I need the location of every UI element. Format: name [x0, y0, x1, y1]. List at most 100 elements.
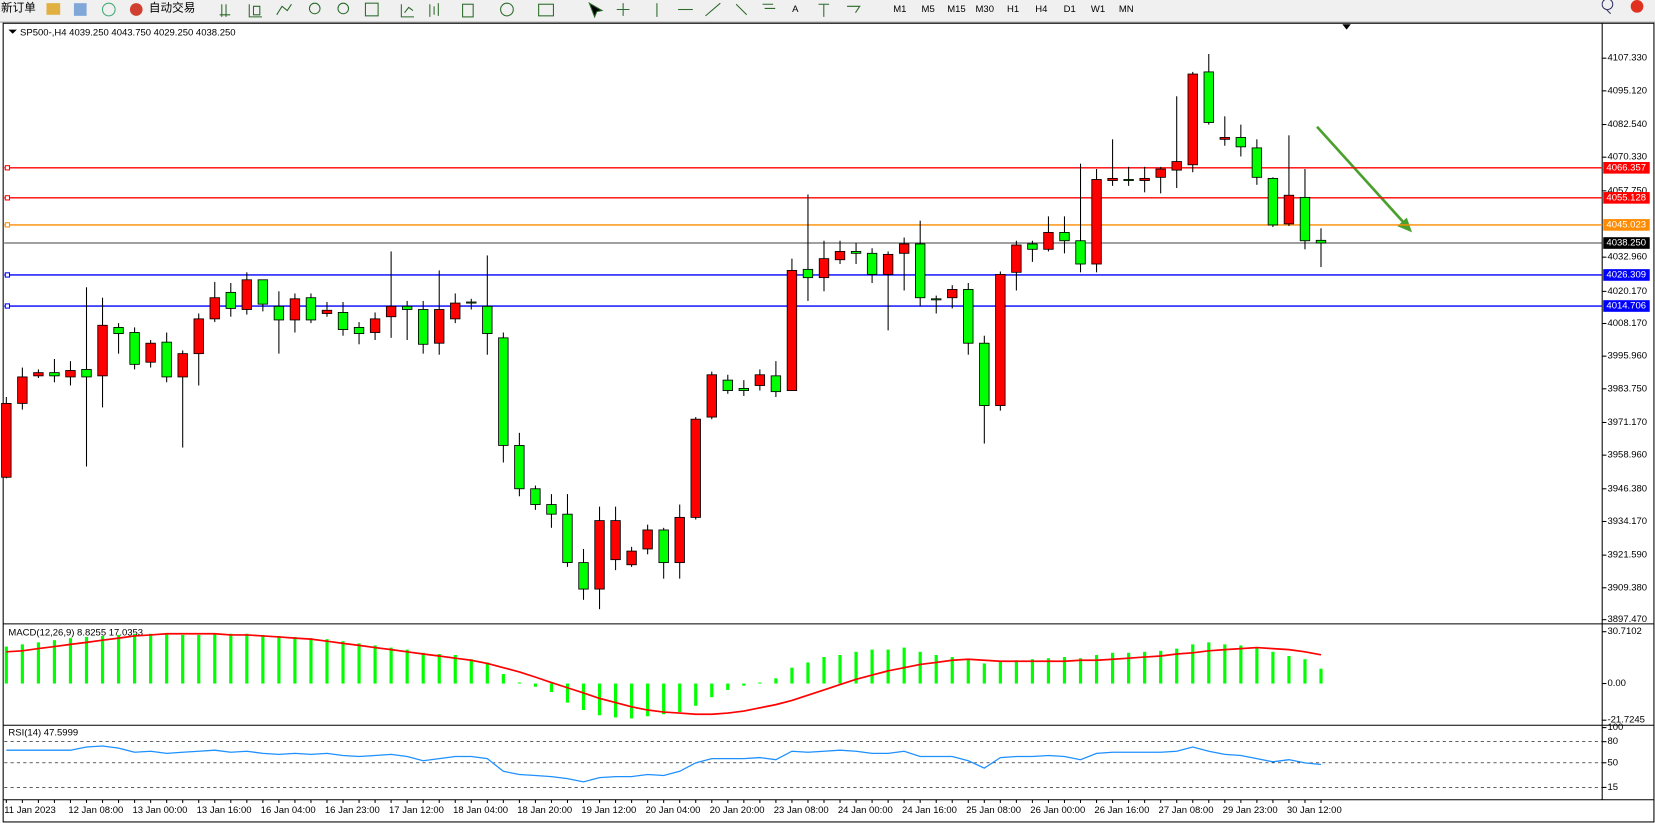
candle-body [786, 270, 798, 391]
x-tick-label: 26 Jan 16:00 [1094, 805, 1149, 816]
x-tick-label: 30 Jan 12:00 [1287, 805, 1342, 816]
search-icon[interactable] [1601, 0, 1614, 15]
macd-bar [966, 659, 970, 684]
candle-body [963, 289, 974, 344]
text-tool[interactable]: A [792, 4, 799, 15]
y-tick-label: 50 [1607, 757, 1618, 768]
macd-bar [758, 682, 762, 684]
candle-body [915, 243, 926, 299]
price-label: 4014.706 [1606, 301, 1646, 312]
timeframe-button[interactable]: D1 [1064, 4, 1076, 15]
macd-bar [1014, 660, 1018, 684]
macd-bar [501, 674, 505, 684]
macd-bar [116, 634, 121, 684]
macd-bar [421, 652, 425, 684]
y-tick-label: 4107.330 [1607, 53, 1647, 64]
timeframe-button[interactable]: M5 [922, 4, 935, 15]
macd-bar [886, 649, 890, 684]
timeframe-button[interactable]: H1 [1007, 4, 1019, 15]
timeframe-button[interactable]: M1 [893, 4, 906, 15]
candle-body [530, 488, 541, 505]
chart-shift-marker [1342, 24, 1351, 30]
candle-body [1187, 73, 1198, 166]
macd-bar [1094, 655, 1099, 684]
y-tick-label: 3983.750 [1607, 383, 1647, 394]
macd-bar [1143, 651, 1147, 684]
macd-bar [1207, 642, 1211, 684]
y-tick-label: 4020.170 [1607, 286, 1647, 297]
candle-body [97, 324, 108, 377]
line-handle [4, 195, 11, 201]
candle-body [1139, 177, 1150, 181]
candle-body [1267, 177, 1279, 226]
macd-bar [229, 633, 233, 684]
macd-bar [1303, 659, 1307, 684]
line-handle [4, 165, 11, 171]
macd-bar [341, 641, 345, 684]
candle-body [1091, 179, 1102, 265]
candle-body [1011, 244, 1022, 273]
macd-bar [293, 636, 297, 684]
line-handle [4, 272, 11, 278]
x-tick-label: 18 Jan 04:00 [453, 805, 508, 816]
y-tick-label: 3946.380 [1607, 483, 1647, 494]
notification-badge[interactable] [1630, 0, 1644, 13]
x-tick-label: 26 Jan 00:00 [1030, 805, 1085, 816]
macd-bar [646, 683, 650, 717]
macd-bar [998, 661, 1002, 684]
icon[interactable] [73, 3, 87, 16]
x-tick-label: 16 Jan 04:00 [261, 805, 316, 816]
candle-body [850, 251, 862, 254]
candle-body [1059, 232, 1070, 242]
macd-bar [694, 683, 698, 706]
timeframe-button[interactable]: M30 [976, 4, 994, 15]
candle-body [802, 268, 814, 279]
candle-body [273, 305, 285, 321]
macd-bar [742, 683, 746, 686]
candle-body [594, 520, 605, 590]
timeframe-button[interactable]: H4 [1035, 4, 1047, 15]
candle-body [898, 243, 910, 254]
y-tick-label: 80 [1607, 736, 1618, 747]
auto-trading-icon[interactable] [129, 3, 143, 16]
candle-body [834, 251, 846, 261]
macd-bar [726, 683, 730, 690]
new-order-button[interactable]: 新订单 [1, 1, 36, 15]
icon[interactable] [101, 2, 116, 17]
candle-body [1027, 243, 1038, 250]
icon[interactable] [46, 3, 61, 15]
candle-body [1075, 240, 1086, 265]
candle-body [642, 529, 653, 550]
y-tick-label: 0.00 [1607, 678, 1625, 689]
x-tick-label: 25 Jan 08:00 [966, 805, 1021, 816]
macd-bar [84, 636, 89, 684]
macd-bar [1239, 645, 1243, 684]
timeframe-button[interactable]: MN [1119, 4, 1134, 15]
candle-body [1043, 232, 1054, 250]
x-tick-label: 11 Jan 2023 [4, 805, 56, 816]
y-tick-label: 15 [1607, 782, 1618, 793]
macd-bar [838, 655, 842, 684]
timeframe-button[interactable]: M15 [947, 4, 965, 15]
auto-trading-button[interactable]: 自动交易 [149, 1, 195, 15]
y-tick-label: 3971.170 [1607, 417, 1647, 428]
macd-bar [1078, 658, 1083, 684]
timeframe-button[interactable]: W1 [1091, 4, 1105, 15]
macd-bar [549, 683, 554, 692]
y-tick-label: 4082.540 [1607, 119, 1647, 130]
symbol-menu[interactable] [8, 29, 17, 34]
candle-body [578, 562, 589, 590]
macd-bar [1255, 647, 1259, 684]
y-tick-label: 4008.170 [1607, 318, 1647, 329]
macd-bar [1271, 651, 1275, 684]
macd-bar [373, 645, 377, 684]
macd-bar [678, 683, 682, 713]
macd-bar [902, 647, 906, 684]
candle-body [1123, 179, 1134, 181]
trend-arrow [1316, 125, 1409, 229]
candle-body [626, 550, 637, 566]
toolbar-icons[interactable] [219, 1, 861, 19]
price-label-box [1603, 219, 1650, 231]
candle-body [514, 444, 525, 490]
